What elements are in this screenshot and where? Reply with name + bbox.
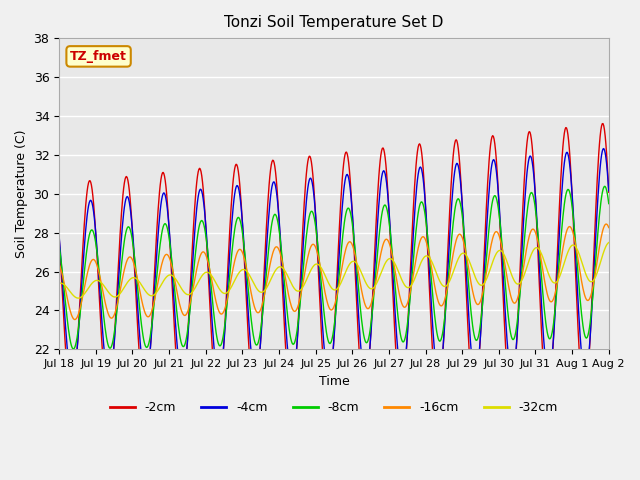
Line: -4cm: -4cm: [59, 149, 609, 378]
-8cm: [422, 219, 430, 225]
Line: -8cm: -8cm: [59, 186, 609, 349]
-4cm: [269, 179, 277, 185]
-32cm: [422, 253, 430, 259]
-4cm: [605, 188, 612, 194]
-32cm: [55, 280, 63, 286]
-2cm: [221, 326, 228, 332]
-32cm: [75, 295, 83, 301]
-4cm: [55, 233, 63, 239]
-2cm: [422, 200, 429, 206]
-8cm: [392, 285, 399, 290]
-32cm: [249, 278, 257, 284]
-8cm: [70, 346, 77, 352]
-8cm: [600, 183, 608, 189]
-4cm: [422, 210, 430, 216]
-8cm: [55, 243, 63, 249]
-2cm: [269, 157, 276, 163]
-2cm: [248, 384, 256, 390]
-16cm: [71, 317, 79, 323]
-32cm: [120, 284, 128, 290]
Y-axis label: Soil Temperature (C): Soil Temperature (C): [15, 130, 28, 258]
-8cm: [120, 238, 128, 244]
-2cm: [599, 121, 607, 127]
-4cm: [221, 320, 229, 326]
-4cm: [600, 146, 607, 152]
-16cm: [602, 221, 610, 227]
Line: -16cm: -16cm: [59, 224, 609, 320]
-16cm: [422, 239, 430, 244]
-32cm: [605, 240, 612, 245]
-2cm: [580, 398, 588, 404]
-2cm: [605, 190, 612, 195]
-2cm: [55, 235, 63, 240]
-32cm: [221, 290, 229, 296]
-4cm: [392, 312, 399, 317]
-4cm: [68, 375, 76, 381]
-4cm: [249, 363, 257, 369]
-16cm: [269, 248, 277, 254]
X-axis label: Time: Time: [319, 374, 349, 387]
-16cm: [605, 225, 612, 230]
-32cm: [392, 261, 399, 267]
Line: -32cm: -32cm: [59, 242, 609, 298]
-8cm: [269, 214, 277, 219]
Line: -2cm: -2cm: [59, 124, 609, 401]
-16cm: [392, 269, 399, 275]
Legend: -2cm, -4cm, -8cm, -16cm, -32cm: -2cm, -4cm, -8cm, -16cm, -32cm: [105, 396, 563, 419]
-8cm: [605, 201, 612, 206]
-16cm: [249, 297, 257, 303]
-2cm: [120, 185, 127, 191]
Title: Tonzi Soil Temperature Set D: Tonzi Soil Temperature Set D: [224, 15, 444, 30]
Text: TZ_fmet: TZ_fmet: [70, 50, 127, 63]
-16cm: [221, 304, 229, 310]
-4cm: [120, 204, 128, 210]
-8cm: [221, 317, 229, 323]
-16cm: [120, 267, 128, 273]
-32cm: [269, 271, 277, 277]
-2cm: [390, 324, 398, 329]
-8cm: [249, 328, 257, 334]
-16cm: [55, 262, 63, 267]
